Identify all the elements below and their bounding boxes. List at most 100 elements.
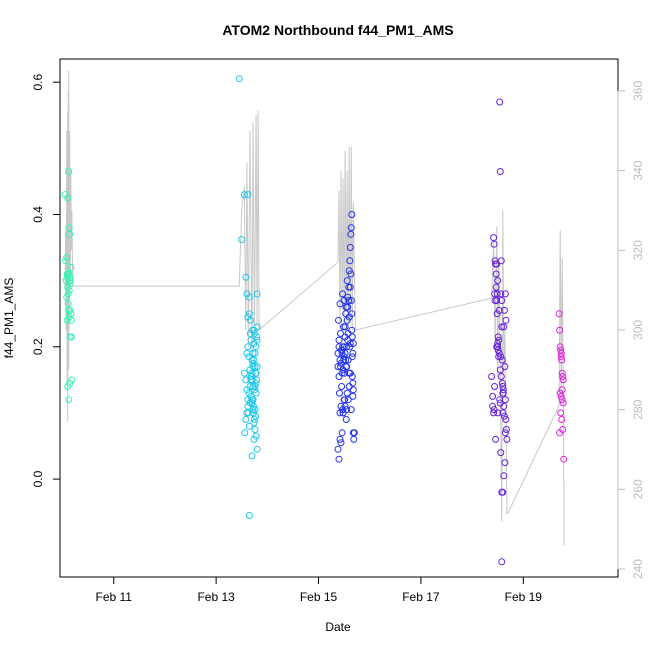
data-point xyxy=(244,343,252,351)
data-point xyxy=(489,402,497,410)
data-point xyxy=(492,435,500,443)
data-point xyxy=(557,392,565,400)
data-point xyxy=(245,512,253,519)
data-point xyxy=(251,416,258,423)
data-point xyxy=(558,369,566,377)
data-point xyxy=(63,293,71,301)
y-left-tick-label: 0.6 xyxy=(31,73,45,90)
data-point xyxy=(347,230,355,238)
data-point xyxy=(494,340,502,347)
data-point xyxy=(346,283,354,291)
data-point xyxy=(488,373,496,380)
data-point xyxy=(499,488,507,496)
data-point xyxy=(66,306,74,314)
data-point xyxy=(336,300,344,308)
y-axis-label: f44_PM1_AMS xyxy=(2,278,16,359)
data-point xyxy=(502,416,510,423)
data-point xyxy=(64,300,72,308)
series-1 xyxy=(61,168,76,404)
y-left-tick-label: 0.0 xyxy=(31,470,45,487)
data-point xyxy=(245,389,253,397)
data-point xyxy=(494,409,502,417)
data-point xyxy=(497,257,505,265)
data-point xyxy=(497,290,505,298)
data-point xyxy=(345,383,353,390)
data-point xyxy=(493,290,501,298)
data-point xyxy=(349,379,357,387)
data-point xyxy=(501,290,509,298)
data-point xyxy=(347,297,355,304)
data-point xyxy=(341,323,349,331)
series-5 xyxy=(555,310,568,463)
data-point xyxy=(65,287,73,294)
data-point xyxy=(337,330,344,337)
data-point xyxy=(242,416,250,423)
data-point xyxy=(67,333,75,341)
data-point xyxy=(498,297,506,304)
data-point xyxy=(253,445,261,453)
data-point xyxy=(490,409,498,417)
plot-frame xyxy=(59,58,619,578)
y-axis-left: 0.0 0.2 0.4 0.6 xyxy=(31,73,61,487)
data-point xyxy=(343,363,351,371)
x-tick-label: Feb 17 xyxy=(402,590,440,604)
data-point xyxy=(242,273,250,281)
data-point xyxy=(349,386,357,394)
data-point xyxy=(338,369,346,377)
data-point xyxy=(65,224,73,232)
data-point xyxy=(245,293,253,301)
data-point xyxy=(499,383,507,390)
data-point xyxy=(498,323,506,331)
y-right-tick-label: 260 xyxy=(631,479,645,499)
series-3 xyxy=(334,211,358,463)
data-point xyxy=(344,303,352,311)
data-point xyxy=(253,290,261,298)
data-point xyxy=(249,406,257,414)
data-point xyxy=(493,260,501,268)
data-point xyxy=(244,313,252,321)
data-point xyxy=(335,316,342,324)
data-point xyxy=(67,316,75,324)
data-point xyxy=(250,419,258,427)
y-left-tick-label: 0.4 xyxy=(31,206,45,223)
data-point xyxy=(252,412,260,420)
data-point xyxy=(558,416,566,423)
data-point xyxy=(342,356,350,364)
data-point xyxy=(249,383,257,390)
data-point xyxy=(249,396,257,404)
series-2 xyxy=(235,75,261,519)
data-point xyxy=(250,402,257,410)
data-point xyxy=(343,277,351,285)
data-point xyxy=(245,310,253,318)
data-point xyxy=(339,290,347,298)
x-tick-label: Feb 11 xyxy=(96,590,133,604)
data-point xyxy=(349,392,357,400)
data-point xyxy=(244,191,252,199)
data-point xyxy=(337,439,345,447)
data-point xyxy=(245,422,253,430)
data-point xyxy=(253,363,261,371)
data-point xyxy=(251,383,259,390)
data-point xyxy=(502,426,510,433)
data-point xyxy=(66,280,74,288)
data-point xyxy=(240,369,248,377)
data-point xyxy=(496,396,504,404)
data-point xyxy=(496,168,504,175)
data-point xyxy=(346,244,354,251)
data-point xyxy=(67,310,75,318)
data-point xyxy=(249,363,257,371)
data-point xyxy=(248,452,256,460)
data-point xyxy=(251,406,259,414)
data-point xyxy=(252,369,260,377)
data-point xyxy=(496,366,504,374)
data-point xyxy=(337,402,345,410)
data-point xyxy=(500,323,508,331)
data-point xyxy=(497,373,505,380)
x-tick-label: Feb 19 xyxy=(505,590,543,604)
y-right-tick-label: 360 xyxy=(631,81,645,101)
data-point xyxy=(501,429,509,437)
data-point xyxy=(250,435,258,443)
data-point xyxy=(245,353,253,361)
data-point xyxy=(559,373,567,380)
data-point xyxy=(65,396,73,404)
